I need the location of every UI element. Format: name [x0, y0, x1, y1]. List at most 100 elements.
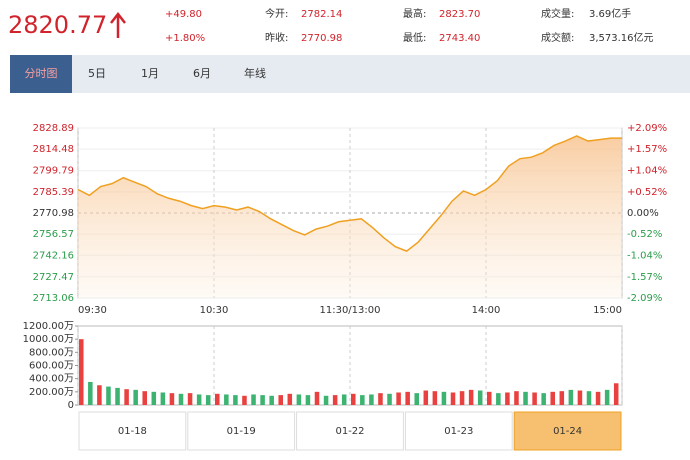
tab-bar: [10, 55, 690, 93]
vol-tick-label: 200.00万: [29, 387, 74, 398]
stat-label: 最高:: [403, 7, 426, 20]
y2-tick-label: -1.57%: [627, 272, 662, 283]
volume-bar: [396, 392, 401, 405]
date-tab[interactable]: [296, 411, 404, 451]
tab[interactable]: 6月: [193, 67, 211, 80]
volume-bar: [378, 393, 383, 405]
x-tick-label: 11:30/13:00: [319, 305, 380, 316]
volume-bar: [169, 393, 175, 405]
date-tab-label: 01-18: [118, 426, 147, 437]
stat-value: 2782.14: [301, 9, 342, 20]
volume-bar: [106, 386, 111, 405]
change: +49.80: [165, 9, 202, 20]
stat-value: 2743.40: [439, 33, 480, 44]
y-tick-label: 2756.57: [33, 229, 74, 240]
date-tab[interactable]: [187, 411, 296, 451]
y-tick-label: 2814.48: [33, 144, 74, 155]
y2-tick-label: +0.52%: [627, 187, 667, 198]
volume-bar: [251, 394, 256, 405]
stat-label: 今开:: [265, 7, 288, 20]
volume-bar: [505, 392, 510, 405]
stat-label: 昨收:: [265, 31, 288, 44]
y2-tick-label: -2.09%: [627, 293, 662, 304]
y2-tick-label: +1.04%: [627, 166, 667, 177]
vol-tick-label: 600.00万: [29, 361, 74, 372]
x-tick-label: 10:30: [200, 305, 229, 316]
volume-bar: [305, 395, 311, 405]
volume-bar: [341, 394, 347, 405]
volume-bar: [242, 395, 247, 405]
volume-bar: [613, 383, 619, 405]
volume-bar: [296, 394, 302, 405]
x-tick-label: 14:00: [472, 305, 501, 316]
volume-bar: [187, 393, 193, 405]
volume-bar: [477, 390, 483, 405]
volume-bar: [532, 392, 537, 405]
y2-tick-label: -1.04%: [627, 250, 662, 261]
date-tab[interactable]: [513, 411, 622, 451]
volume-bar: [604, 389, 610, 405]
volume-bar: [514, 391, 519, 405]
stat-label: 成交额:: [541, 31, 574, 44]
y2-tick-label: +1.57%: [627, 144, 667, 155]
date-tab[interactable]: [404, 411, 513, 451]
date-tab-label: 01-23: [444, 426, 473, 437]
stat-value: 2770.98: [301, 33, 342, 44]
volume-bar: [450, 392, 456, 405]
vol-tick-label: 400.00万: [29, 374, 74, 385]
active-tab: [10, 55, 72, 93]
volume-bar: [595, 391, 601, 405]
volume-bar: [387, 393, 392, 405]
volume-bar: [559, 391, 565, 405]
volume-bar: [215, 393, 220, 405]
volume-bar: [287, 393, 293, 405]
stat-label: 最低:: [403, 31, 426, 44]
volume-bar: [550, 391, 555, 405]
volume-bar: [178, 393, 184, 405]
y2-tick-label: +2.09%: [627, 123, 667, 134]
y-tick-label: 2713.06: [33, 293, 74, 304]
date-tab[interactable]: [78, 411, 187, 451]
volume-bar: [79, 339, 84, 405]
vol-tick-label: 1000.00万: [23, 334, 74, 345]
volume-bar: [441, 391, 447, 405]
x-tick-label: 15:00: [593, 305, 622, 316]
tab[interactable]: 分时图: [25, 67, 58, 80]
volume-bar: [586, 391, 592, 405]
volume-bar: [133, 389, 138, 405]
stat-value: 2823.70: [439, 9, 480, 20]
tab[interactable]: 年线: [244, 66, 266, 80]
volume-bar: [496, 393, 501, 405]
volume-bar: [360, 395, 365, 405]
volume-bar: [224, 394, 229, 405]
y-tick-label: 2799.79: [33, 166, 74, 177]
volume-bar: [160, 392, 166, 405]
vol-tick-label: 1200.00万: [23, 321, 74, 332]
date-tab-label: 01-22: [335, 426, 364, 437]
tab[interactable]: 1月: [141, 67, 159, 80]
volume-bar: [577, 390, 583, 405]
volume-bar: [423, 390, 429, 405]
tab[interactable]: 5日: [88, 67, 106, 80]
date-tab-label: 01-19: [227, 426, 256, 437]
volume-bar: [468, 389, 474, 405]
change-pct: +1.80%: [165, 33, 205, 44]
volume-bar: [523, 391, 528, 405]
vol-tick-label: 0: [68, 400, 74, 411]
volume-bar: [432, 391, 438, 405]
volume-bar: [142, 391, 147, 405]
volume-bar: [260, 395, 265, 405]
y2-tick-label: -0.52%: [627, 229, 662, 240]
vol-tick-label: 800.00万: [29, 347, 74, 358]
y-tick-label: 2770.98: [33, 208, 74, 219]
y-tick-label: 2742.16: [33, 250, 74, 261]
volume-bar: [151, 391, 157, 405]
volume-bar: [314, 391, 320, 405]
volume-bar: [332, 395, 338, 405]
x-tick-label: 09:30: [78, 305, 107, 316]
y2-tick-label: 0.00%: [627, 208, 659, 219]
volume-bar: [88, 381, 93, 405]
volume-bar: [541, 393, 546, 405]
date-tab-label: 01-24: [553, 426, 582, 437]
